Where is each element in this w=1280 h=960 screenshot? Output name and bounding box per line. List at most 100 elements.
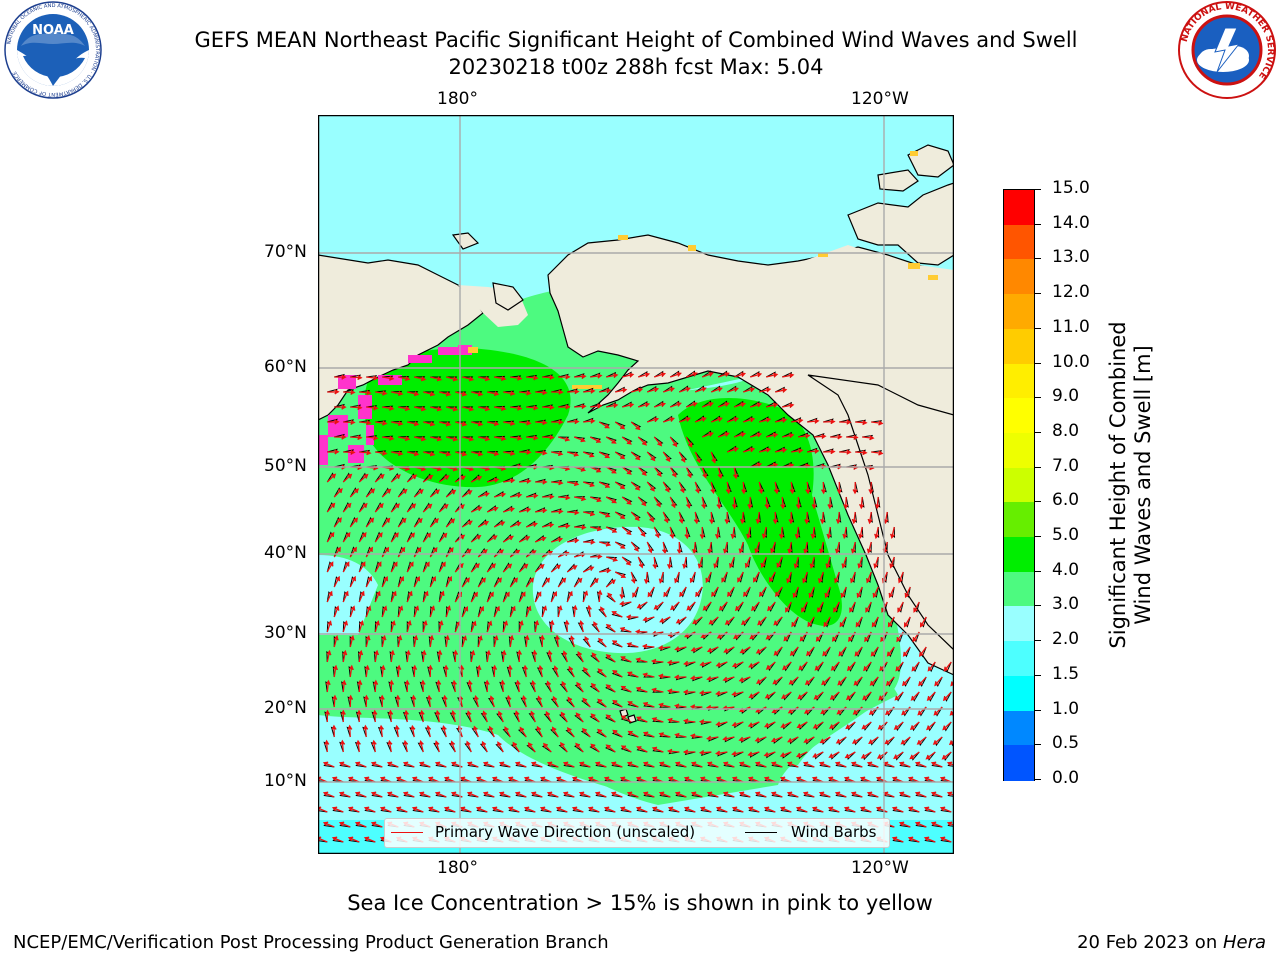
wave-arrow: [503, 507, 515, 513]
wave-arrow: [743, 417, 756, 423]
wave-arrow: [552, 695, 559, 708]
wave-arrow: [859, 776, 872, 783]
wave-arrow: [753, 571, 760, 583]
wave-arrow: [355, 739, 361, 753]
wave-arrow: [493, 605, 500, 618]
wave-arrow: [382, 375, 395, 381]
wave-arrow: [715, 750, 728, 756]
wave-arrow: [583, 481, 595, 487]
wave-arrow: [766, 402, 779, 408]
wave-arrow: [546, 791, 559, 798]
wave-arrow: [779, 751, 792, 758]
wave-arrow: [526, 405, 539, 411]
wave-arrow: [381, 488, 392, 498]
wave-arrow: [615, 387, 628, 393]
wave-arrow: [363, 694, 369, 708]
wave-arrow: [823, 449, 836, 455]
wave-arrow: [839, 419, 852, 425]
land-masses: [318, 144, 954, 724]
colorbar-segment: [1004, 710, 1034, 746]
wave-arrow: [397, 575, 404, 588]
wave-arrow: [850, 761, 863, 768]
wave-arrow: [637, 436, 648, 446]
wave-arrow: [342, 561, 350, 573]
wave-arrow: [542, 522, 555, 528]
wave-arrow: [378, 724, 384, 738]
wave-arrow: [605, 714, 616, 723]
wave-arrow: [821, 481, 827, 495]
wave-arrow: [546, 680, 552, 693]
wave-arrow: [514, 791, 527, 798]
wave-arrow: [470, 563, 480, 573]
wave-arrow: [582, 590, 589, 603]
wave-arrow: [817, 601, 824, 613]
wave-arrow: [606, 373, 619, 379]
wave-arrow: [814, 661, 824, 671]
wave-arrow: [885, 676, 895, 686]
colorbar-tick-label: 3.0: [1052, 594, 1080, 615]
wave-arrow: [366, 375, 379, 381]
wave-arrow: [725, 481, 731, 495]
wave-arrow: [429, 546, 438, 558]
wave-arrow: [541, 577, 551, 588]
wave-arrow: [381, 575, 388, 588]
wave-arrow: [863, 661, 872, 672]
colorbar-tick-label: 8.0: [1052, 420, 1080, 441]
wave-arrow: [322, 761, 335, 768]
wave-arrow: [411, 806, 424, 813]
wave-arrow: [707, 541, 713, 555]
wave-arrow: [923, 806, 936, 813]
colorbar-tick-label: 10.0: [1052, 351, 1090, 372]
wave-arrow: [390, 590, 397, 603]
wave-arrow: [759, 447, 772, 453]
wave-arrow: [538, 664, 544, 678]
wave-arrow: [733, 631, 744, 639]
wave-arrow: [605, 526, 618, 533]
wave-arrow: [642, 731, 655, 738]
wave-arrow: [827, 776, 840, 783]
wave-arrow: [567, 451, 580, 457]
wave-arrow: [349, 546, 357, 558]
wave-arrow: [635, 776, 648, 783]
wave-arrow: [802, 791, 815, 798]
wave-arrow: [370, 821, 383, 828]
wave-arrow: [594, 791, 607, 798]
wave-arrow: [930, 821, 943, 828]
wave-arrow: [504, 726, 511, 738]
colorbar-segment: [1004, 606, 1034, 642]
wave-arrow: [807, 418, 820, 424]
wave-arrow: [553, 665, 559, 678]
wave-arrow: [724, 511, 730, 525]
wave-arrow: [390, 532, 399, 543]
wave-arrow: [576, 681, 584, 693]
wave-arrow: [359, 450, 372, 456]
wave-arrow: [667, 776, 680, 783]
wave-arrow: [798, 433, 811, 439]
wave-arrow: [549, 619, 555, 633]
wave-arrow: [685, 496, 691, 509]
wave-arrow: [743, 387, 756, 393]
wave-arrow: [891, 836, 904, 843]
wave-arrow: [939, 776, 952, 783]
wave-arrow: [763, 751, 776, 757]
wave-arrow: [827, 806, 840, 813]
wave-arrow: [718, 601, 728, 611]
wave-arrow: [537, 695, 543, 708]
wave-arrow: [486, 620, 493, 633]
wave-arrow: [542, 494, 555, 500]
wave-arrow: [350, 435, 363, 441]
wave-arrow: [770, 791, 783, 798]
wave-arrow: [927, 661, 936, 672]
wave-arrow: [744, 556, 751, 569]
wave-arrow: [626, 671, 639, 678]
wave-arrow: [740, 511, 746, 525]
wave-arrow: [451, 679, 457, 693]
wave-arrow: [451, 709, 456, 723]
wave-arrow: [625, 614, 639, 620]
ocean-high-waves-east: [678, 397, 842, 626]
wave-arrow: [398, 406, 411, 412]
wave-arrow: [819, 736, 831, 744]
wave-arrow: [498, 761, 511, 768]
wave-arrow: [411, 776, 424, 783]
wave-arrow: [826, 526, 832, 540]
